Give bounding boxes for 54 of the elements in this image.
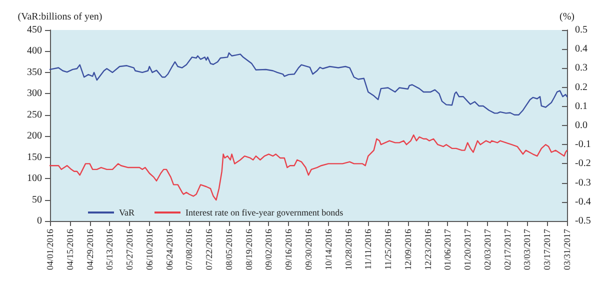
x-tick-label: 03/17/2017 [542,228,552,270]
y-tick-label: 200 [27,130,42,142]
x-tick-label: 10/28/2016 [343,228,354,270]
x-tick-label: 04/15/2016 [64,228,75,270]
x-tick-label: 09/16/2016 [284,228,294,270]
y-tick-label: 300 [27,88,42,100]
x-tick-label: 05/27/2016 [124,228,135,270]
y2-tick-label: 0.5 [575,24,588,36]
x-tick-label: 09/30/2016 [304,228,314,270]
y2-tick-label: -0.1 [575,139,591,150]
y-tick-label: 100 [27,173,42,184]
x-tick-label: 07/22/2016 [204,228,214,270]
x-tick-label: 08/19/2016 [244,228,254,270]
line-series [49,52,568,116]
x-tick-label: 12/09/2016 [402,228,413,270]
y2-tick-label: 0.4 [575,44,588,55]
x-tick-label: 06/10/2016 [144,228,154,270]
x-tick-label: 09/02/2016 [264,228,274,270]
y-tick-label: 400 [27,46,42,57]
x-tick-label: 12/23/2016 [422,228,433,270]
y-tick-label: 150 [27,152,42,163]
y2-tick-label: -0.4 [575,196,591,208]
x-tick-label: 01/20/2017 [462,228,473,270]
y2-tick-label: -0.2 [575,158,591,170]
x-tick-label: 06/24/2016 [164,228,174,270]
y-tick-label: 50 [32,194,42,206]
x-tick-label: 02/03/2017 [482,228,492,270]
y-tick-label: 250 [27,109,42,120]
y2-axis-title: (%) [560,12,574,22]
x-tick-label: 04/01/2016 [45,228,55,270]
y-tick-label: 0 [37,216,42,226]
x-tick-label: 05/13/2016 [104,228,115,270]
y2-tick-label: -0.3 [575,177,591,188]
legend-label: Interest rate on five-year government bonds [186,208,344,218]
y-tick-label: 350 [27,66,42,78]
x-tick-label: 10/14/2016 [323,228,334,270]
x-tick-label: 03/03/2017 [522,228,532,270]
y-axis-title: (VaR:billions of yen) [18,12,102,22]
x-tick-label: 04/29/2016 [84,228,95,270]
x-tick-label: 01/06/2017 [442,228,453,270]
x-tick-label: 02/17/2017 [502,228,512,270]
y2-tick-label: 0.0 [575,120,588,131]
y2-tick-label: 0.1 [575,100,588,112]
x-tick-label: 11/11/2016 [363,228,374,270]
y-tick-label: 450 [27,24,42,36]
line-series [49,134,568,201]
x-tick-label: 11/25/2016 [383,228,394,270]
y2-tick-label: 0.3 [575,62,588,74]
legend-label: VaR [119,208,134,218]
y2-tick-label: -0.5 [575,216,591,226]
x-tick-label: 08/05/2016 [224,228,234,270]
y2-tick-label: 0.2 [575,82,588,93]
x-tick-label: 03/31/2017 [562,228,572,270]
x-tick-label: 07/08/2016 [184,228,194,270]
